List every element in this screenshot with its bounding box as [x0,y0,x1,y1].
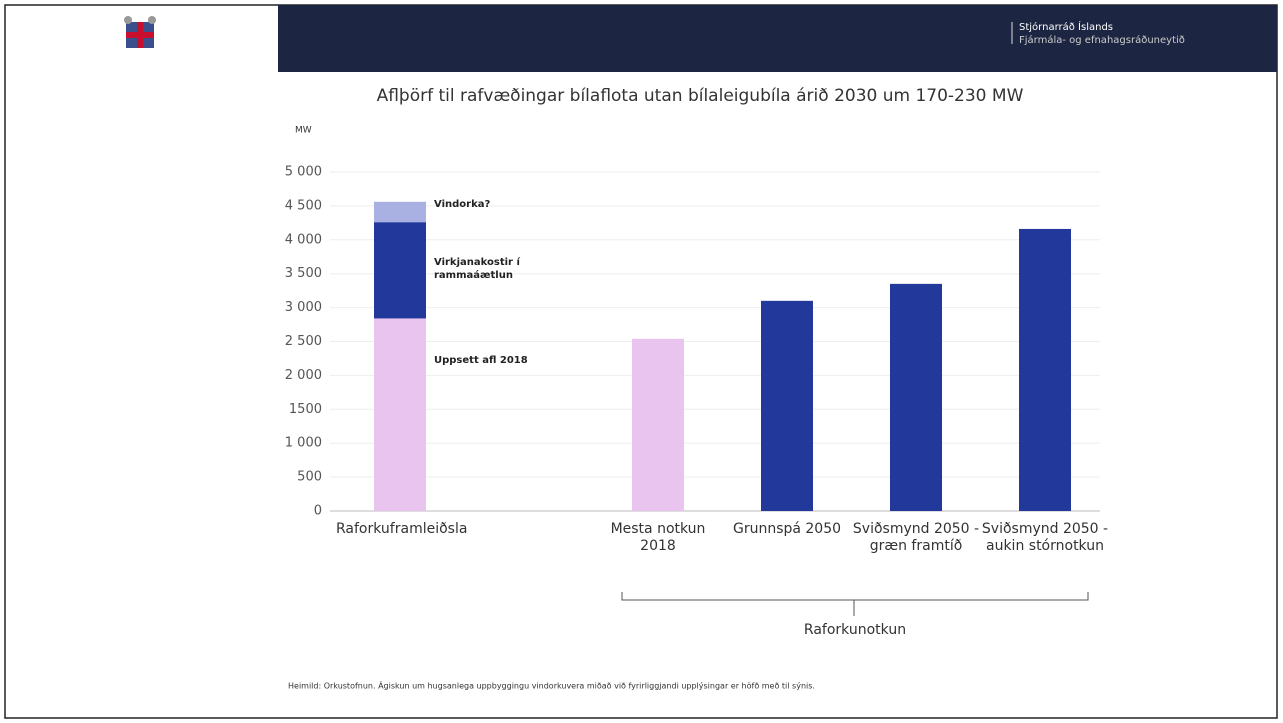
header-ministry: Fjármála- og efnahagsráðuneytið [1019,34,1185,46]
bar [890,283,942,511]
x-tick-label: Sviðsmynd 2050 - aukin stórnotkun [981,521,1109,554]
x-tick-label: Sviðsmynd 2050 - græn framtíð [852,521,980,554]
x-tick-label: Raforkuframleiðsla [336,521,468,537]
y-tick-label: 1500 [289,402,322,417]
y-tick-label: 2 000 [285,368,322,383]
y-tick-label: 0 [314,504,322,519]
source-note: Heimild: Orkustofnun. Ágiskun um hugsanl… [288,680,815,691]
x-tick-label: Mesta notkun 2018 [610,521,706,554]
y-tick-label: 3 000 [285,300,322,315]
y-axis-unit: MW [295,126,312,136]
y-tick-label: 2 500 [285,334,322,349]
y-tick-label: 500 [297,470,322,485]
segment-label: Vindorka? [434,199,491,210]
bar [374,318,426,511]
y-tick-label: 4 000 [285,232,322,247]
group-brace [621,592,1089,616]
y-tick-label: 3 500 [285,266,322,281]
bar [1019,228,1071,511]
header-band [278,5,1277,72]
group-label: Raforkunotkun [804,622,906,638]
x-tick-label: Grunnspá 2050 [732,521,842,537]
segment-label: Uppsett afl 2018 [434,355,528,367]
y-tick-label: 4 500 [285,198,322,213]
bar [374,222,426,319]
y-tick-label: 5 000 [285,165,322,180]
chart-title: Aflþörf til rafvæðingar bílaflota utan b… [377,86,1024,106]
y-tick-label: 1 000 [285,436,322,451]
logo [124,16,156,48]
bar [374,201,426,223]
header-org: Stjórnarráð Íslands [1019,20,1113,33]
segment-label: Virkjanakostir í rammaáætlun [434,257,520,282]
bar [632,338,684,511]
bar [761,300,813,511]
